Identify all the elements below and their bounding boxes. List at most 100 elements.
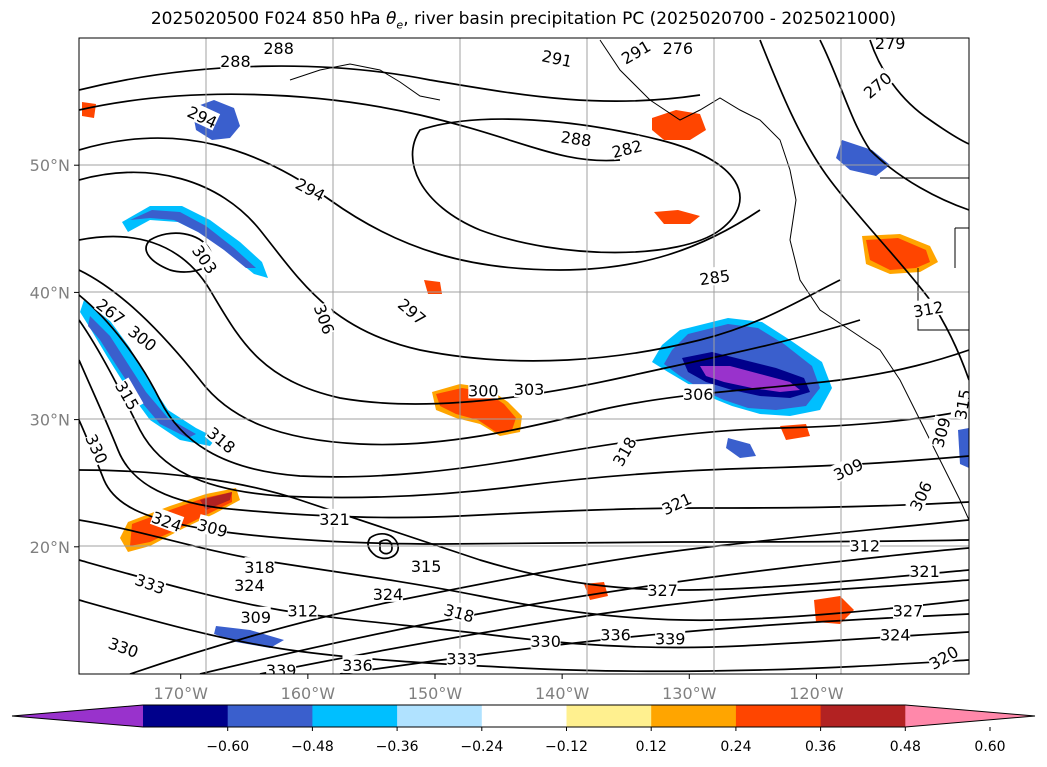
contour-label-halo: [892, 600, 923, 619]
pos-patch-tropical-east: [814, 596, 854, 624]
contour-label-text: 309: [240, 608, 271, 627]
contour-label-text: 333: [446, 650, 477, 669]
contour-label: 309: [240, 606, 271, 627]
contour-label-halo: [950, 387, 969, 421]
colorbar-extend-high: [905, 705, 1035, 727]
contour-label: 321: [909, 560, 940, 581]
contour-label-halo: [905, 478, 935, 513]
border-state-1: [917, 268, 969, 331]
contour-label: 321: [319, 508, 350, 529]
neg-band-west-core: [88, 316, 196, 438]
contour-321: [79, 519, 969, 622]
contour-label-halo: [411, 555, 442, 574]
pos-patch-gulf: [652, 110, 706, 140]
contour-label-halo: [240, 606, 271, 625]
contour-label-halo: [530, 630, 561, 649]
contour-label: 336: [600, 624, 631, 645]
lat-label: 20°N: [30, 538, 70, 557]
contour-label-halo: [266, 660, 297, 674]
contour-north-1: [79, 65, 701, 103]
contour-label: 300: [468, 380, 499, 400]
contour-label-text: 324: [373, 585, 404, 604]
contour-label-halo: [106, 632, 142, 660]
colorbar-tick-label: −0.60: [206, 739, 249, 755]
pos-patch-midlat: [654, 210, 700, 224]
contour-label-text: 288: [263, 39, 294, 58]
colorbar-tick-label: −0.36: [376, 739, 419, 755]
contour-label-halo: [263, 38, 294, 57]
contour-label: 336: [342, 655, 373, 674]
title-symbol: θ: [386, 9, 397, 29]
contour-label-halo: [94, 294, 129, 328]
contour-north-2: [79, 93, 621, 162]
contour-324: [79, 559, 969, 649]
contour-label: 315: [950, 387, 975, 421]
colorbar-swatch: [397, 705, 483, 727]
contour-label-halo: [849, 535, 880, 554]
contour-label-halo: [189, 241, 222, 277]
contour-label: 306: [683, 384, 714, 404]
contour-label-text: 339: [655, 629, 686, 648]
contour-label-text: 321: [909, 562, 940, 581]
contour-label-text: 306: [683, 385, 714, 404]
contour-label-text: 312: [849, 537, 880, 556]
contour-label: 324: [373, 583, 404, 604]
contour-label-halo: [655, 628, 686, 647]
colorbar-tick-label: −0.24: [460, 739, 503, 755]
contour-label-text: 321: [319, 510, 350, 529]
contour-label-halo: [204, 422, 240, 456]
contour-label-halo: [662, 38, 693, 57]
contour-label-text: 324: [234, 576, 265, 595]
contour-label-text: 315: [951, 388, 975, 421]
contour-300: [79, 235, 861, 405]
contour-label-text: 318: [244, 558, 275, 577]
contour-label-halo: [395, 294, 431, 328]
contour-label-halo: [560, 126, 593, 149]
contour-label-halo: [600, 624, 631, 643]
contour-label-text: 303: [514, 380, 545, 399]
neg-shade-min: [700, 366, 800, 392]
contour-label-halo: [658, 488, 694, 518]
contour-label: 279: [875, 34, 906, 53]
contour-label-halo: [112, 377, 144, 413]
contour-closed-tropical-inner: [379, 539, 393, 555]
contour-306: [79, 294, 969, 478]
contour-label-halo: [859, 67, 895, 101]
contour-label: 324: [880, 624, 911, 645]
contour-label-halo: [83, 431, 113, 466]
colorbar-swatch: [227, 705, 313, 727]
contour-label-halo: [293, 173, 329, 204]
contour-label-halo: [617, 38, 653, 67]
contour-label-text: 327: [647, 581, 678, 600]
neg-patch-coast: [836, 140, 890, 176]
colorbar-tick-label: −0.48: [291, 739, 334, 755]
contour-label-halo: [442, 599, 477, 625]
contour-label-halo: [133, 569, 168, 597]
title-subscript: e: [396, 18, 404, 32]
contour-closed-285: [411, 118, 741, 254]
neg-band-west: [80, 300, 216, 446]
lon-label: 170°W: [154, 684, 209, 703]
colorbar-tick-label: 0.48: [890, 739, 921, 755]
contour-330: [129, 519, 969, 674]
contour-label: 333: [446, 648, 477, 669]
colorbar-swatch: [735, 705, 822, 727]
contour-label-halo: [125, 321, 161, 354]
contour-label-text: 315: [411, 557, 442, 576]
contour-label-halo: [911, 296, 945, 320]
contour-label-text: 312: [287, 601, 318, 620]
contour-297: [79, 171, 841, 362]
contour-label-text: 279: [875, 34, 906, 53]
contour-label: 327: [647, 580, 678, 600]
lon-label: 160°W: [281, 684, 336, 703]
pos-patch-small-2: [82, 102, 96, 118]
colorbar-swatch: [566, 705, 652, 727]
neg-arc-north-core: [130, 210, 256, 268]
contour-label-halo: [647, 580, 678, 599]
contour-label: 324: [234, 574, 265, 595]
contour-label-halo: [875, 38, 906, 52]
map-frame: [78, 37, 970, 675]
colorbar-tick-label: 0.12: [636, 739, 667, 755]
coastlines: [289, 39, 969, 521]
colorbar-tick-label: 0.36: [805, 739, 836, 755]
